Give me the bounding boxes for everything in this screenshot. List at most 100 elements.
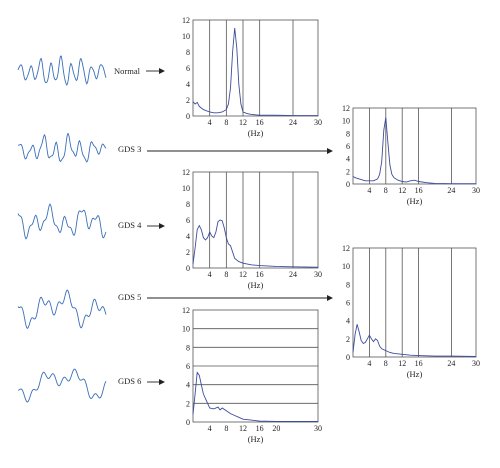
x-tick-label: 8: [384, 359, 388, 368]
x-axis-label: (Hz): [248, 128, 264, 138]
row-label-gds5: GDS 5: [118, 292, 141, 302]
y-tick-label: 0: [186, 112, 190, 121]
x-tick-label: 16: [415, 186, 423, 195]
plot-frame: [192, 19, 319, 117]
y-tick-label: 8: [346, 280, 350, 289]
eeg-traces: [17, 55, 107, 403]
y-tick-label: 10: [182, 184, 190, 193]
row-label-gds6: GDS 6: [118, 376, 141, 386]
x-tick-label: 12: [239, 270, 247, 279]
arrow-head-3: [327, 295, 333, 301]
y-tick-label: 12: [182, 168, 190, 177]
arrow-head-1: [327, 148, 333, 154]
plot-frame: [192, 171, 319, 269]
y-tick-label: 4: [186, 80, 190, 89]
x-tick-label: 4: [208, 118, 212, 127]
x-tick-label: 8: [224, 424, 228, 433]
y-tick-label: 10: [182, 325, 190, 334]
x-tick-label: 30: [472, 186, 480, 195]
x-axis-label: (Hz): [407, 196, 423, 206]
arrow-head-0: [159, 68, 165, 74]
eeg-trace-3: [17, 289, 107, 330]
y-tick-label: 10: [182, 32, 190, 41]
y-tick-label: 0: [186, 418, 190, 427]
spectrum-line: [192, 371, 318, 422]
row-label-gds3: GDS 3: [118, 144, 141, 154]
x-tick-label: 4: [367, 186, 371, 195]
row-labels: Normal GDS 3 GDS 4 GDS 5 GDS 6: [114, 66, 142, 386]
plot-frame: [352, 247, 477, 358]
y-tick-label: 4: [346, 317, 350, 326]
y-tick-label: 0: [186, 264, 190, 273]
x-tick-label: 20: [272, 424, 280, 433]
y-tick-label: 8: [186, 343, 190, 352]
eeg-trace-0: [17, 55, 107, 86]
row-label-gds4: GDS 4: [118, 220, 142, 230]
y-tick-label: 2: [186, 96, 190, 105]
x-tick-label: 30: [314, 424, 322, 433]
y-tick-label: 4: [186, 232, 190, 241]
x-tick-label: 16: [256, 424, 264, 433]
x-tick-label: 8: [224, 118, 228, 127]
arrow-head-4: [159, 379, 165, 385]
x-tick-label: 12: [239, 118, 247, 127]
x-tick-label: 24: [447, 359, 455, 368]
x-tick-label: 12: [239, 424, 247, 433]
y-tick-label: 2: [346, 335, 350, 344]
x-tick-label: 24: [289, 118, 297, 127]
spectrum-panel-5: 0 2 4 6 8 10 12 4 8 12 16 20 30 (Hz): [182, 306, 322, 444]
x-tick-label: 16: [415, 359, 423, 368]
x-tick-label: 16: [256, 118, 264, 127]
y-tick-label: 6: [186, 64, 190, 73]
y-tick-label: 2: [186, 399, 190, 408]
plot-frame: [352, 107, 477, 185]
spectrum-line: [352, 117, 476, 185]
y-tick-label: 0: [346, 180, 350, 189]
arrow-head-2: [159, 223, 165, 229]
x-tick-label: 4: [367, 359, 371, 368]
row-label-normal: Normal: [114, 66, 141, 76]
x-tick-label: 8: [224, 270, 228, 279]
y-tick-label: 12: [342, 104, 350, 113]
x-tick-label: 8: [384, 186, 388, 195]
y-tick-label: 12: [182, 16, 190, 25]
y-tick-label: 10: [342, 262, 350, 271]
x-tick-label: 30: [314, 118, 322, 127]
y-tick-label: 0: [346, 353, 350, 362]
y-tick-label: 6: [186, 216, 190, 225]
y-tick-label: 6: [186, 362, 190, 371]
x-axis-label: (Hz): [248, 280, 264, 290]
y-tick-label: 8: [186, 200, 190, 209]
spectrum-line: [192, 27, 318, 117]
y-tick-label: 6: [346, 142, 350, 151]
x-tick-label: 4: [208, 424, 212, 433]
x-tick-label: 12: [398, 186, 406, 195]
eeg-trace-2: [17, 203, 107, 240]
y-tick-label: 2: [346, 167, 350, 176]
y-tick-label: 4: [186, 381, 190, 390]
x-tick-label: 30: [314, 270, 322, 279]
x-axis-label: (Hz): [248, 434, 264, 444]
y-tick-label: 8: [346, 129, 350, 138]
x-tick-label: 30: [472, 359, 480, 368]
x-tick-label: 16: [256, 270, 264, 279]
spectrum-line: [352, 324, 477, 357]
y-tick-label: 8: [186, 48, 190, 57]
y-tick-label: 6: [346, 299, 350, 308]
x-tick-label: 24: [447, 186, 455, 195]
x-tick-label: 12: [398, 359, 406, 368]
x-tick-label: 24: [289, 270, 297, 279]
y-tick-label: 12: [182, 306, 190, 315]
arrows: [146, 68, 333, 385]
spectrum-line: [192, 219, 319, 268]
x-tick-label: 4: [208, 270, 212, 279]
eeg-trace-1: [17, 133, 107, 163]
y-tick-label: 12: [342, 244, 350, 253]
y-tick-label: 10: [342, 117, 350, 126]
